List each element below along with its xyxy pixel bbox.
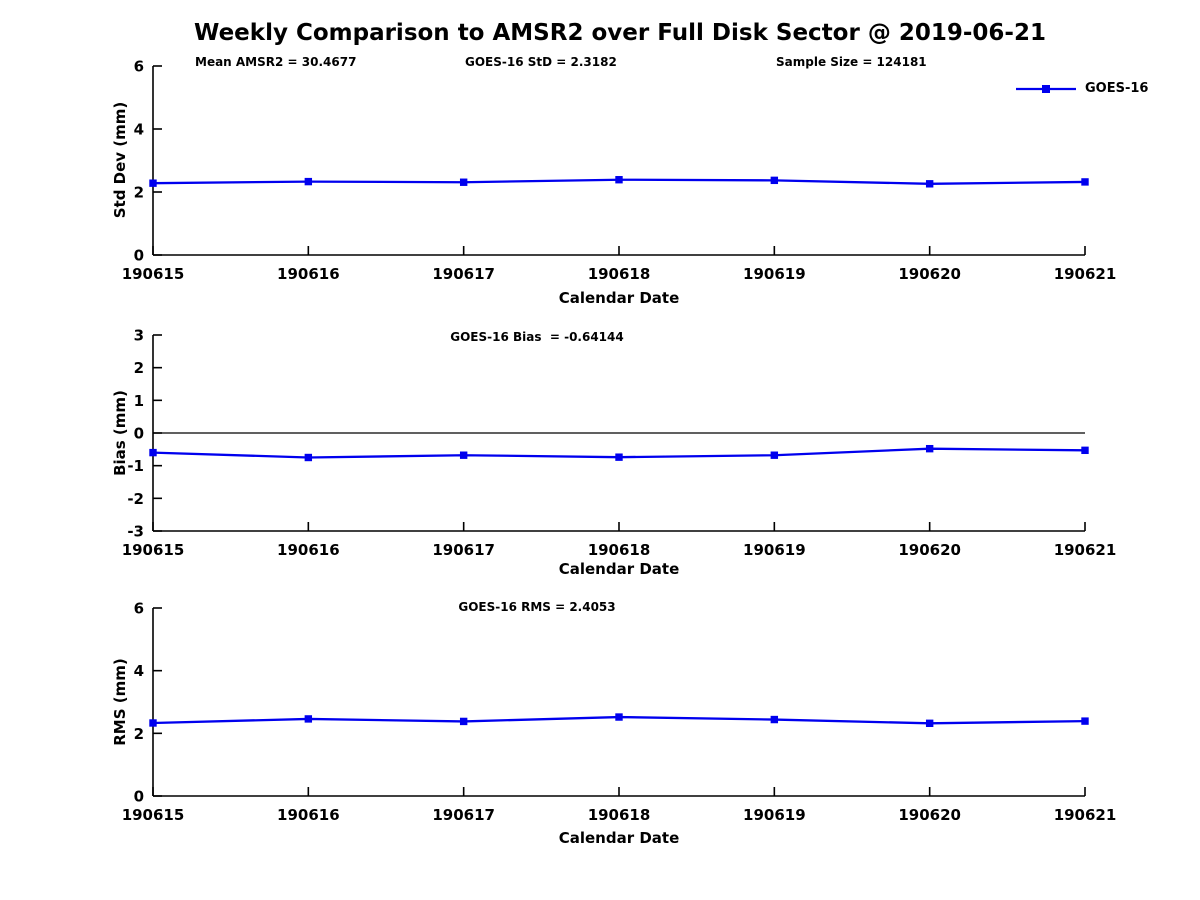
x-tick-label-rms: 190615	[122, 806, 185, 824]
data-point-marker-bias	[459, 451, 468, 459]
x-tick-label-bias: 190619	[743, 541, 806, 559]
bias-subplot-title: GOES-16 Bias = -0.64144	[450, 330, 624, 344]
data-point-marker-stddev	[459, 178, 468, 186]
y-tick-label-stddev: 6	[134, 58, 144, 76]
legend: GOES-16	[1014, 81, 1148, 96]
x-tick-label-rms: 190616	[277, 806, 340, 824]
x-tick-label-rms: 190621	[1054, 806, 1117, 824]
bias-x-axis-label: Calendar Date	[558, 560, 680, 578]
x-tick-label-bias: 190621	[1054, 541, 1117, 559]
data-point-marker-stddev	[615, 176, 623, 184]
x-tick-label-stddev: 190615	[122, 265, 185, 283]
data-point-marker-bias	[925, 444, 934, 453]
y-tick-label-rms: 0	[134, 788, 144, 806]
data-point-marker-rms	[770, 715, 779, 724]
x-tick-label-bias: 190620	[898, 541, 961, 559]
y-tick-label-stddev: 4	[134, 121, 144, 139]
data-point-marker-bias	[149, 448, 157, 457]
x-tick-label-rms: 190619	[743, 806, 806, 824]
legend-sample-graphic	[1016, 84, 1076, 93]
figure-title: Weekly Comparison to AMSR2 over Full Dis…	[194, 20, 1046, 46]
legend-label: GOES-16	[1085, 81, 1149, 96]
x-tick-label-bias: 190616	[277, 541, 340, 559]
data-point-marker-stddev	[1081, 178, 1089, 186]
x-tick-label-stddev: 190620	[898, 265, 961, 283]
annotation-mean-amsr2: Mean AMSR2 = 30.4677	[195, 55, 357, 69]
y-tick-label-bias: -3	[127, 523, 144, 541]
rms-x-axis-label: Calendar Date	[558, 829, 680, 847]
y-tick-label-rms: 6	[134, 600, 144, 618]
data-point-marker-bias	[1081, 446, 1089, 455]
data-point-marker-stddev	[925, 180, 934, 188]
y-tick-label-bias: 2	[134, 359, 144, 377]
data-point-marker-stddev	[149, 179, 157, 187]
data-point-marker-rms	[149, 719, 157, 727]
y-tick-label-bias: 3	[134, 327, 144, 345]
data-point-marker-bias	[770, 451, 779, 459]
legend-marker-icon	[1042, 84, 1050, 93]
data-point-marker-stddev	[770, 176, 779, 185]
x-tick-label-stddev: 190621	[1054, 265, 1117, 283]
x-tick-label-stddev: 190618	[588, 265, 651, 283]
x-tick-label-rms: 190620	[898, 806, 961, 824]
data-point-marker-rms	[304, 715, 313, 723]
data-point-marker-rms	[615, 713, 623, 721]
x-tick-label-bias: 190617	[432, 541, 495, 559]
data-point-marker-rms	[459, 717, 468, 726]
data-point-marker-rms	[1081, 717, 1089, 725]
data-point-marker-rms	[925, 719, 934, 728]
x-tick-label-bias: 190615	[122, 541, 185, 559]
annotation-sample-size: Sample Size = 124181	[776, 55, 927, 69]
x-tick-label-bias: 190618	[588, 541, 651, 559]
x-tick-label-rms: 190618	[588, 806, 651, 824]
rms-subplot-title: GOES-16 RMS = 2.4053	[458, 600, 616, 614]
y-tick-label-bias: 1	[134, 392, 144, 410]
y-tick-label-bias: -2	[127, 490, 144, 508]
y-tick-label-bias: -1	[127, 457, 144, 475]
x-tick-label-rms: 190617	[432, 806, 495, 824]
data-point-marker-bias	[615, 453, 623, 461]
x-tick-label-stddev: 190617	[432, 265, 495, 283]
x-tick-label-stddev: 190616	[277, 265, 340, 283]
y-tick-label-rms: 2	[134, 725, 144, 743]
stddev-x-axis-label: Calendar Date	[558, 289, 680, 307]
data-point-marker-stddev	[304, 177, 313, 186]
y-tick-label-bias: 0	[134, 425, 144, 443]
y-tick-label-rms: 4	[134, 662, 144, 680]
y-tick-label-stddev: 0	[134, 247, 144, 265]
x-tick-label-stddev: 190619	[743, 265, 806, 283]
annotation-goes16-std: GOES-16 StD = 2.3182	[465, 55, 617, 69]
y-tick-label-stddev: 2	[134, 184, 144, 202]
data-point-marker-bias	[304, 453, 313, 462]
